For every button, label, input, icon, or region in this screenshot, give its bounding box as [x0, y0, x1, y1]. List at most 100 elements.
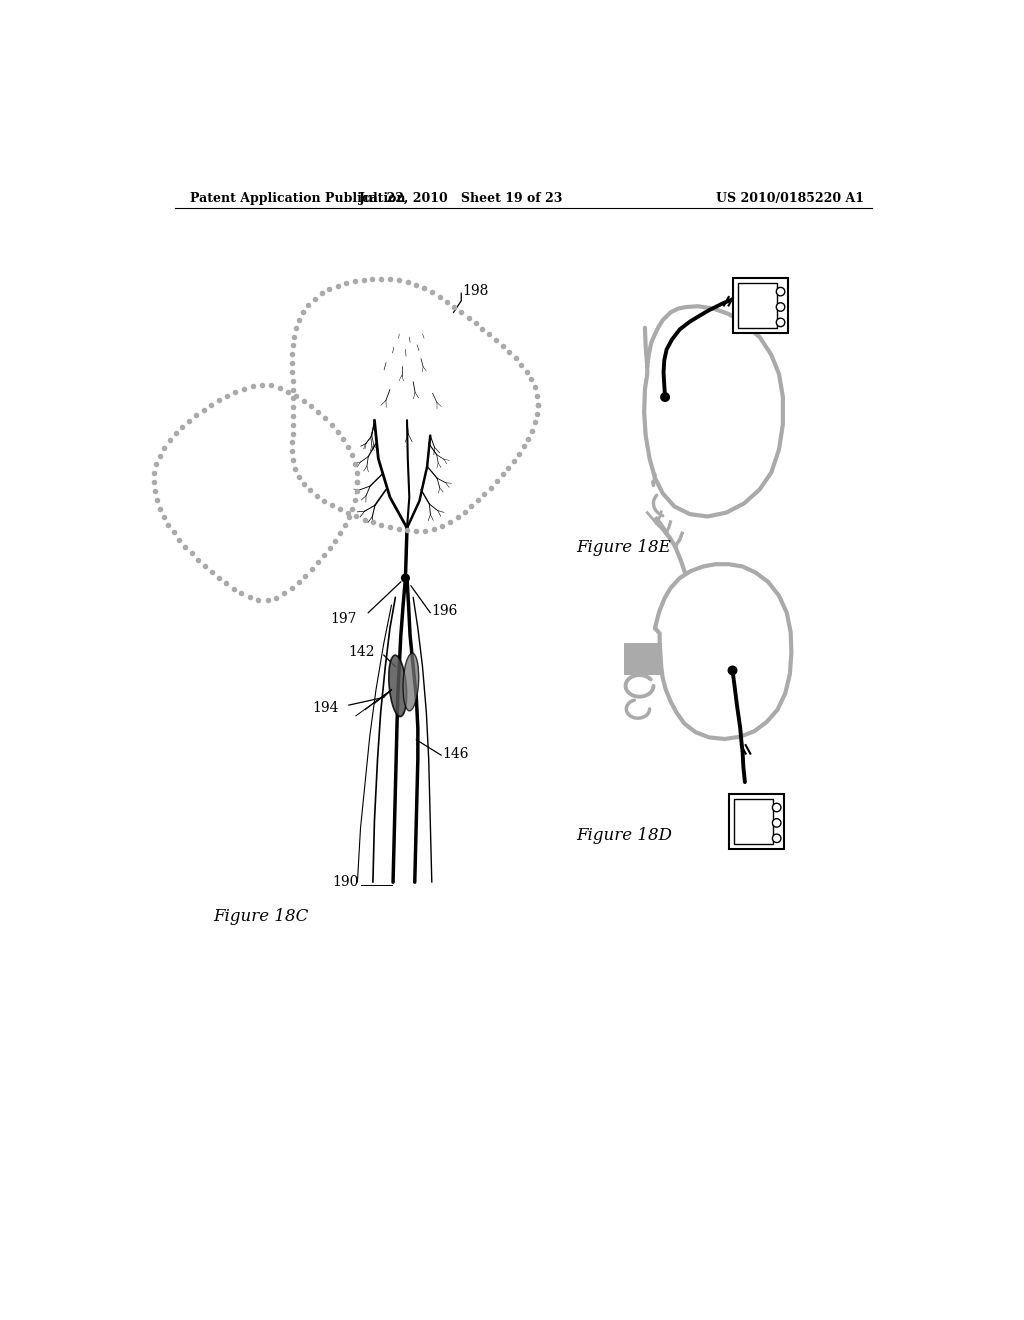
Point [520, 428, 537, 449]
Point [286, 396, 302, 417]
Point [197, 556, 213, 577]
Point [285, 405, 301, 426]
Point [516, 436, 532, 457]
Circle shape [772, 818, 781, 828]
Point [529, 395, 546, 416]
Point [442, 511, 459, 532]
Point [356, 510, 373, 531]
Point [288, 385, 304, 407]
Point [183, 543, 200, 564]
Point [297, 565, 313, 586]
Point [236, 378, 252, 399]
Point [506, 450, 522, 471]
Point [148, 454, 165, 475]
Bar [738, 284, 776, 327]
Text: 196: 196 [432, 605, 458, 618]
Point [495, 463, 511, 484]
Point [461, 308, 477, 329]
Point [526, 412, 543, 433]
Text: 194: 194 [312, 701, 339, 715]
Point [156, 437, 172, 458]
Text: 146: 146 [442, 747, 469, 760]
Point [529, 395, 546, 416]
Point [156, 507, 172, 528]
Point [399, 272, 416, 293]
Point [355, 269, 372, 290]
Point [227, 381, 244, 403]
Point [335, 429, 351, 450]
Text: US 2010/0185220 A1: US 2010/0185220 A1 [716, 191, 864, 205]
Circle shape [776, 288, 784, 296]
Point [306, 288, 323, 309]
Point [346, 271, 362, 292]
Point [285, 424, 301, 445]
Point [276, 582, 293, 603]
Point [242, 587, 258, 609]
Point [317, 408, 334, 429]
Point [291, 466, 307, 487]
Point [434, 515, 451, 536]
Point [300, 294, 316, 315]
Point [513, 354, 529, 375]
Point [166, 521, 182, 543]
Point [174, 416, 190, 437]
Point [340, 503, 356, 524]
Point [324, 495, 340, 516]
Point [203, 395, 219, 416]
Point [196, 400, 212, 421]
Point [450, 507, 466, 528]
Point [225, 578, 242, 599]
Circle shape [776, 318, 784, 326]
Point [152, 499, 168, 520]
Point [287, 458, 303, 479]
Point [416, 277, 432, 298]
Point [219, 385, 236, 407]
Point [382, 269, 398, 290]
Point [291, 309, 307, 330]
Point [488, 470, 505, 491]
Point [284, 343, 300, 364]
Circle shape [772, 804, 781, 812]
Point [146, 480, 163, 502]
Point [303, 396, 319, 417]
Point [518, 362, 535, 383]
Point [508, 347, 524, 368]
Point [349, 471, 366, 492]
Point [296, 391, 312, 412]
Point [291, 572, 307, 593]
Ellipse shape [403, 653, 419, 711]
Point [327, 531, 343, 552]
Point [348, 462, 365, 483]
Point [180, 411, 197, 432]
Point [316, 490, 333, 511]
Point [284, 441, 300, 462]
Circle shape [401, 574, 410, 582]
Point [310, 552, 327, 573]
Point [470, 490, 486, 511]
Point [322, 537, 338, 558]
Point [528, 385, 545, 407]
Point [481, 323, 498, 345]
Point [171, 529, 187, 550]
Point [365, 512, 381, 533]
Point [324, 414, 340, 436]
Point [332, 499, 348, 520]
Point [285, 450, 301, 471]
Point [341, 507, 357, 528]
Text: Patent Application Publication: Patent Application Publication [190, 191, 406, 205]
Point [285, 414, 301, 436]
Point [285, 335, 301, 356]
Point [286, 326, 302, 347]
Bar [732, 277, 788, 333]
Point [218, 573, 234, 594]
Point [204, 561, 220, 582]
Point [211, 568, 227, 589]
Point [432, 286, 449, 308]
Point [330, 275, 346, 296]
Point [467, 313, 483, 334]
Point [302, 479, 318, 500]
Point [233, 582, 250, 603]
Point [408, 275, 424, 296]
Point [523, 368, 540, 389]
Circle shape [660, 393, 670, 401]
